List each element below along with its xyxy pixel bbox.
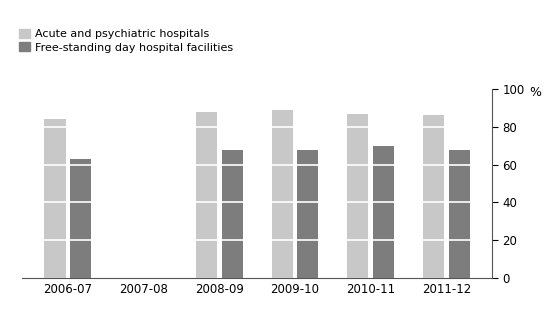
Bar: [70, 159, 91, 278]
Y-axis label: %: %: [530, 85, 542, 99]
Bar: [373, 146, 394, 278]
Bar: [196, 112, 217, 278]
Legend: Acute and psychiatric hospitals, Free-standing day hospital facilities: Acute and psychiatric hospitals, Free-st…: [18, 29, 233, 53]
Bar: [449, 150, 470, 278]
Bar: [272, 110, 293, 278]
Bar: [221, 150, 243, 278]
Bar: [347, 114, 368, 278]
Bar: [44, 119, 65, 278]
Bar: [297, 150, 319, 278]
Bar: [423, 115, 444, 278]
